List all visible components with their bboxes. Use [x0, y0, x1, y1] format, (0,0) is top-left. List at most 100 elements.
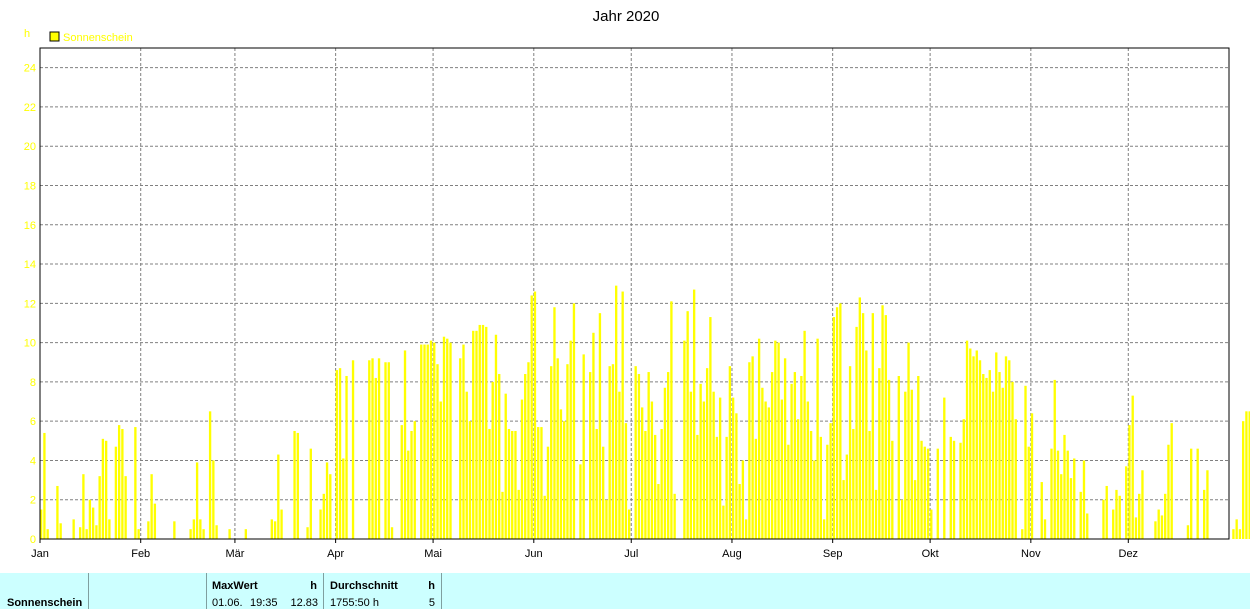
bar	[904, 391, 907, 539]
stats-avg-total: 1755:50 h	[330, 597, 379, 609]
bar	[848, 366, 852, 539]
bar	[322, 493, 325, 539]
bar	[189, 529, 192, 539]
bar	[1060, 474, 1063, 539]
bar	[757, 338, 761, 539]
bar	[420, 344, 423, 539]
bar	[975, 350, 978, 539]
bar	[572, 303, 576, 539]
stats-max-cell: MaxWert h 01.06. 19:35 12.83	[207, 573, 324, 609]
bar	[137, 529, 140, 539]
y-tick-label: 16	[24, 220, 36, 232]
bar	[637, 374, 641, 539]
bar	[1186, 525, 1190, 539]
bar	[647, 372, 650, 539]
bar	[819, 436, 823, 539]
bar	[462, 344, 465, 539]
bar	[1112, 509, 1115, 539]
bar	[722, 505, 725, 539]
x-tick-label: Apr	[327, 548, 344, 560]
x-tick-label: Jun	[525, 548, 543, 560]
bar	[501, 491, 504, 539]
legend-swatch	[49, 31, 60, 42]
y-tick-label: 10	[24, 338, 36, 350]
bar	[1138, 493, 1141, 539]
bar	[546, 446, 550, 539]
bar	[618, 391, 621, 539]
bar	[995, 352, 998, 539]
bar	[569, 340, 572, 539]
bar	[1073, 458, 1076, 539]
bar	[1030, 413, 1034, 539]
bar	[1053, 379, 1056, 539]
bar	[634, 366, 637, 539]
bar	[101, 438, 105, 539]
bar	[1040, 482, 1043, 539]
bar	[774, 340, 777, 539]
bar	[202, 529, 205, 539]
bar	[82, 474, 85, 539]
bar	[871, 313, 874, 539]
bar	[725, 436, 728, 539]
bar	[511, 430, 514, 539]
bar	[121, 429, 124, 539]
bar	[98, 476, 101, 539]
x-tick-label: Feb	[131, 548, 150, 560]
x-tick-label: Aug	[722, 548, 742, 560]
bar	[1043, 519, 1047, 539]
bar	[449, 342, 452, 539]
bar	[475, 330, 478, 539]
bar	[621, 291, 624, 539]
bar	[507, 429, 511, 539]
bar-series-sonnenschein	[40, 285, 1250, 539]
bar	[650, 401, 654, 539]
bar	[244, 529, 248, 539]
bar	[478, 324, 481, 539]
bar	[910, 389, 913, 539]
bar	[663, 387, 667, 539]
bar	[718, 397, 722, 539]
x-tick-label: Okt	[922, 548, 939, 560]
bar	[1203, 489, 1206, 539]
bar	[91, 507, 95, 539]
sunshine-chart: Jahr 2020 h Sonnenschein 024681012141618…	[24, 8, 1250, 560]
bar	[923, 446, 926, 539]
bar	[972, 356, 975, 539]
bar	[705, 368, 709, 539]
bar	[537, 427, 540, 539]
bar	[566, 364, 569, 539]
bar	[692, 289, 696, 539]
bar	[533, 291, 537, 539]
bar	[114, 446, 118, 539]
bar	[1056, 450, 1060, 539]
bar	[670, 301, 673, 539]
bar	[56, 485, 59, 539]
stats-name-cell: Sonnenschein	[0, 573, 89, 609]
chart-title: Jahr 2020	[593, 8, 660, 25]
legend-label: Sonnenschein	[63, 32, 133, 44]
bar	[527, 362, 530, 539]
bar	[403, 350, 407, 539]
stats-max-label: MaxWert	[212, 580, 258, 592]
bar	[615, 285, 618, 539]
stats-table: Sonnenschein MaxWert h 01.06. 19:35 12.8…	[0, 573, 1250, 609]
bar	[108, 519, 111, 539]
bar	[913, 480, 917, 539]
bar	[1066, 450, 1069, 539]
bar	[517, 489, 520, 539]
bar	[228, 529, 231, 539]
bar	[809, 430, 813, 539]
bar	[1063, 434, 1066, 539]
bar	[829, 423, 832, 539]
bar	[764, 401, 767, 539]
bar	[1118, 495, 1121, 539]
bar	[468, 421, 472, 539]
stats-max-time: 19:35	[250, 597, 278, 609]
y-tick-label: 14	[24, 259, 36, 271]
bar	[498, 374, 501, 539]
bar	[598, 313, 602, 539]
y-tick-label: 2	[30, 495, 36, 507]
bar	[595, 429, 598, 539]
bar	[943, 397, 946, 539]
bar	[754, 438, 758, 539]
